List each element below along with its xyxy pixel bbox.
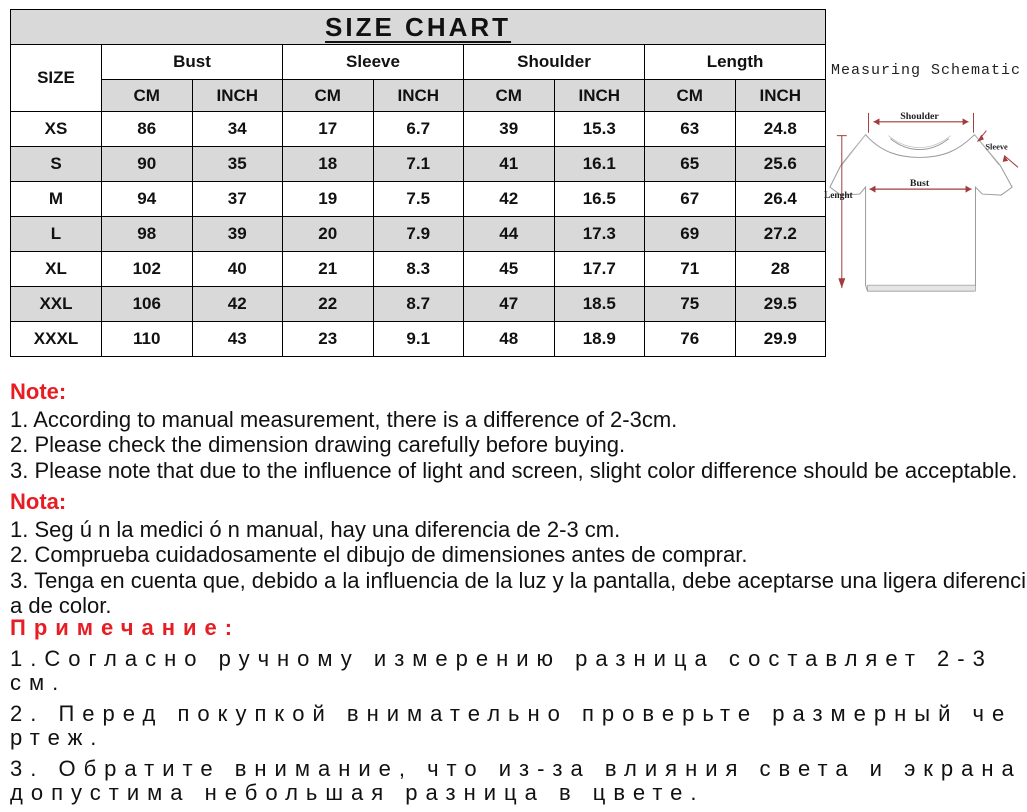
svg-text:Shoulder: Shoulder [900,111,939,122]
svg-text:Bust: Bust [910,178,930,189]
svg-text:Sleeve: Sleeve [985,143,1008,152]
svg-text:Lenght: Lenght [824,191,854,201]
